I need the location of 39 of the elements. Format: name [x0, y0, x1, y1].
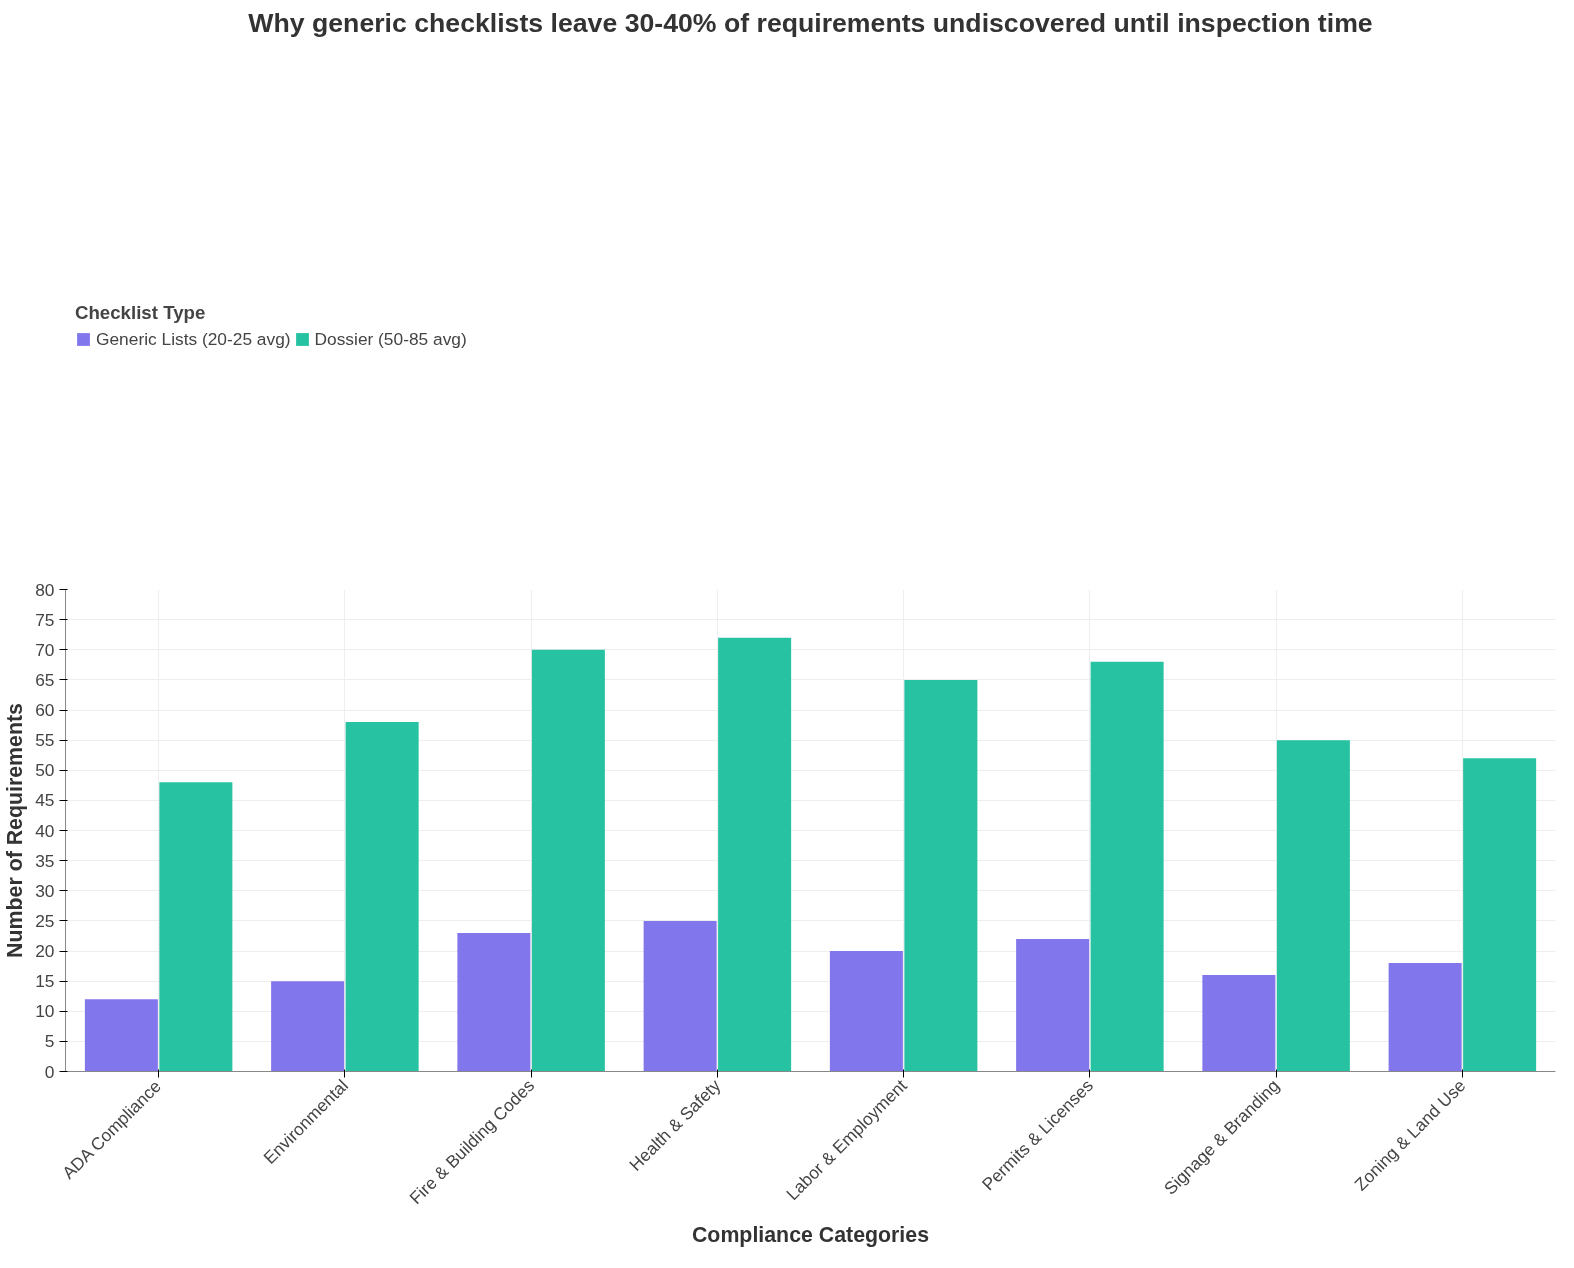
y-tick-label: 35 — [35, 850, 55, 871]
y-tick-label: 20 — [35, 941, 55, 961]
bar — [159, 782, 233, 1072]
y-tick-label: 65 — [35, 669, 55, 690]
bar — [531, 649, 605, 1072]
y-tick-label: 0 — [44, 1061, 55, 1082]
legend-title: Checklist Type — [75, 301, 207, 324]
y-tick-label: 45 — [35, 790, 55, 811]
y-tick-label: 15 — [35, 971, 55, 992]
y-tick-label: 60 — [35, 700, 55, 720]
bar — [718, 637, 792, 1072]
bar — [271, 981, 345, 1072]
bar — [643, 920, 717, 1072]
bar — [829, 951, 903, 1072]
chart-title: Why generic checklists leave 30-40% of requirements undiscovered until inspection time — [248, 7, 1373, 38]
bar — [1388, 963, 1462, 1072]
bar — [1202, 975, 1276, 1072]
bar — [1463, 758, 1537, 1072]
y-tick-label: 50 — [35, 760, 55, 781]
y-tick-label: 75 — [35, 609, 55, 630]
y-tick-label: 30 — [35, 880, 55, 901]
bar — [1276, 740, 1350, 1072]
y-axis-title: Number of Requirements — [3, 703, 28, 958]
y-tick-label: 25 — [35, 910, 55, 931]
legend-label: Generic Lists (20-25 avg) — [96, 328, 291, 350]
bar — [1090, 661, 1164, 1072]
y-tick-label: 80 — [35, 579, 55, 600]
y-tick-label: 5 — [44, 1031, 55, 1052]
y-tick-label: 10 — [35, 1001, 55, 1022]
y-tick-label: 40 — [35, 820, 55, 841]
x-axis-title: Compliance Categories — [691, 1223, 930, 1248]
bar — [904, 679, 978, 1072]
bar — [84, 999, 158, 1072]
bar — [457, 932, 531, 1072]
y-tick-label: 55 — [35, 730, 55, 751]
bar — [345, 722, 419, 1072]
legend-label: Dossier (50-85 avg) — [314, 328, 467, 350]
y-tick-label: 70 — [35, 639, 55, 660]
bar — [1016, 938, 1090, 1072]
